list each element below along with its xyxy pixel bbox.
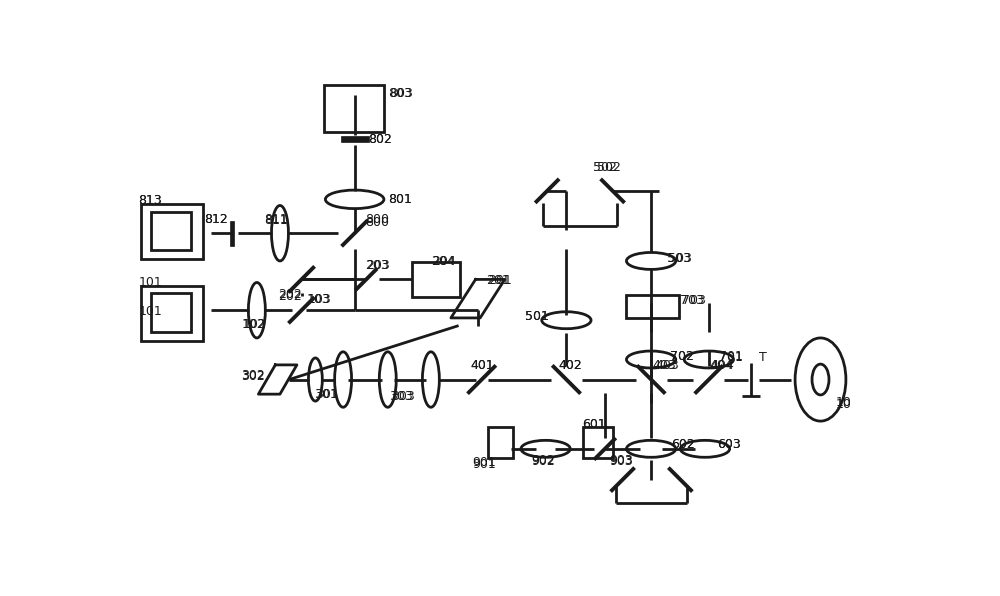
Text: 204: 204	[431, 255, 455, 268]
Text: 502: 502	[597, 162, 621, 174]
Text: 602: 602	[671, 439, 695, 452]
Text: 800: 800	[365, 216, 389, 229]
Text: 404: 404	[710, 359, 733, 372]
Text: 401: 401	[470, 359, 494, 372]
Bar	[626, 295, 679, 318]
Text: 901: 901	[472, 456, 496, 469]
Text: 301: 301	[315, 389, 339, 402]
Bar	[324, 85, 384, 132]
Text: 102: 102	[241, 318, 265, 331]
Text: 702: 702	[670, 350, 693, 363]
Text: 202: 202	[278, 290, 301, 303]
Text: 803: 803	[388, 86, 412, 100]
Text: 903: 903	[609, 454, 633, 467]
Bar	[412, 262, 460, 297]
Text: 201: 201	[486, 275, 510, 287]
Text: 402: 402	[559, 359, 582, 372]
Text: 203: 203	[365, 259, 388, 272]
Text: 801: 801	[388, 193, 412, 206]
Text: 703: 703	[682, 294, 706, 308]
Text: 813: 813	[138, 194, 162, 207]
Text: 803: 803	[389, 86, 413, 100]
Bar	[583, 427, 613, 458]
Text: 802: 802	[368, 133, 392, 146]
Text: 811: 811	[265, 213, 288, 226]
Text: 403: 403	[653, 359, 676, 372]
Text: 702: 702	[670, 350, 693, 363]
Text: 601: 601	[582, 418, 606, 431]
Bar	[488, 427, 512, 458]
Text: 10: 10	[836, 396, 852, 409]
Text: 402: 402	[559, 359, 582, 372]
Text: 302: 302	[241, 369, 265, 382]
Text: 813: 813	[138, 194, 162, 207]
Text: 601: 601	[582, 418, 606, 431]
Text: 602: 602	[671, 439, 695, 452]
Text: 101: 101	[138, 305, 162, 318]
Text: 503: 503	[666, 252, 690, 265]
Text: 102: 102	[243, 318, 267, 331]
Text: 812: 812	[205, 213, 228, 226]
Text: 703: 703	[680, 294, 704, 308]
Text: 204: 204	[432, 255, 456, 268]
Text: 902: 902	[531, 454, 555, 467]
Text: 403: 403	[655, 359, 679, 372]
Text: 202: 202	[278, 288, 301, 302]
Text: 401: 401	[470, 359, 494, 372]
Text: 902: 902	[531, 455, 555, 468]
Text: 502: 502	[593, 162, 617, 174]
Text: 103: 103	[308, 293, 331, 306]
Text: 303: 303	[389, 390, 413, 403]
Bar	[151, 212, 191, 250]
Bar	[341, 136, 369, 142]
Text: 801: 801	[388, 193, 412, 206]
Text: 701: 701	[719, 352, 743, 365]
Text: 603: 603	[717, 439, 741, 452]
Text: 701: 701	[719, 350, 743, 363]
Text: 903: 903	[609, 455, 633, 468]
Text: 101: 101	[138, 276, 162, 289]
Text: 800: 800	[365, 213, 389, 226]
Text: T: T	[759, 352, 767, 365]
Text: 303: 303	[391, 390, 415, 403]
Bar	[151, 293, 191, 332]
Text: 302: 302	[241, 370, 265, 383]
Text: 201: 201	[488, 275, 512, 287]
Text: 603: 603	[717, 439, 741, 452]
Text: 404: 404	[710, 359, 734, 372]
Text: 812: 812	[205, 213, 228, 226]
Text: 503: 503	[668, 252, 692, 265]
Text: 203: 203	[366, 259, 390, 272]
Text: 501: 501	[525, 310, 549, 323]
Text: 901: 901	[472, 458, 496, 471]
Bar	[230, 221, 234, 246]
Text: 103: 103	[307, 293, 331, 306]
Bar	[141, 285, 203, 341]
Text: 10: 10	[836, 398, 852, 411]
Text: 802: 802	[368, 133, 392, 146]
Text: 301: 301	[314, 389, 338, 402]
Bar	[141, 204, 203, 259]
Text: 501: 501	[525, 310, 549, 323]
Text: 811: 811	[265, 213, 288, 226]
